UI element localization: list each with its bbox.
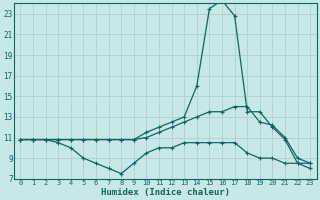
X-axis label: Humidex (Indice chaleur): Humidex (Indice chaleur) — [101, 188, 230, 197]
